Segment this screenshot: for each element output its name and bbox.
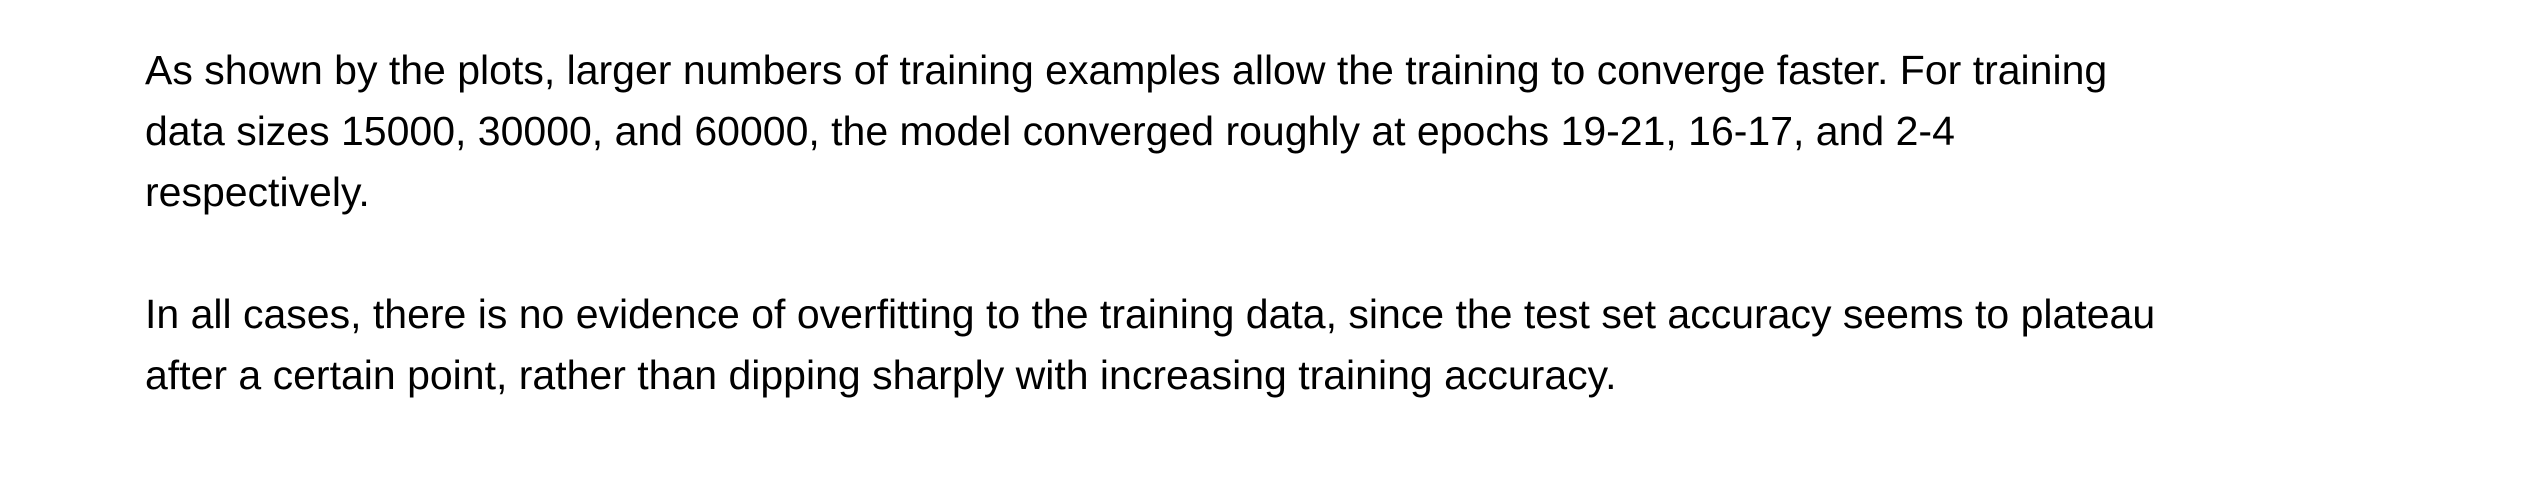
paragraph-spacer bbox=[145, 223, 2505, 284]
document-body: As shown by the plots, larger numbers of… bbox=[145, 40, 2505, 406]
paragraph-overfitting: In all cases, there is no evidence of ov… bbox=[145, 291, 2156, 398]
paragraph-convergence: As shown by the plots, larger numbers of… bbox=[145, 47, 2108, 215]
